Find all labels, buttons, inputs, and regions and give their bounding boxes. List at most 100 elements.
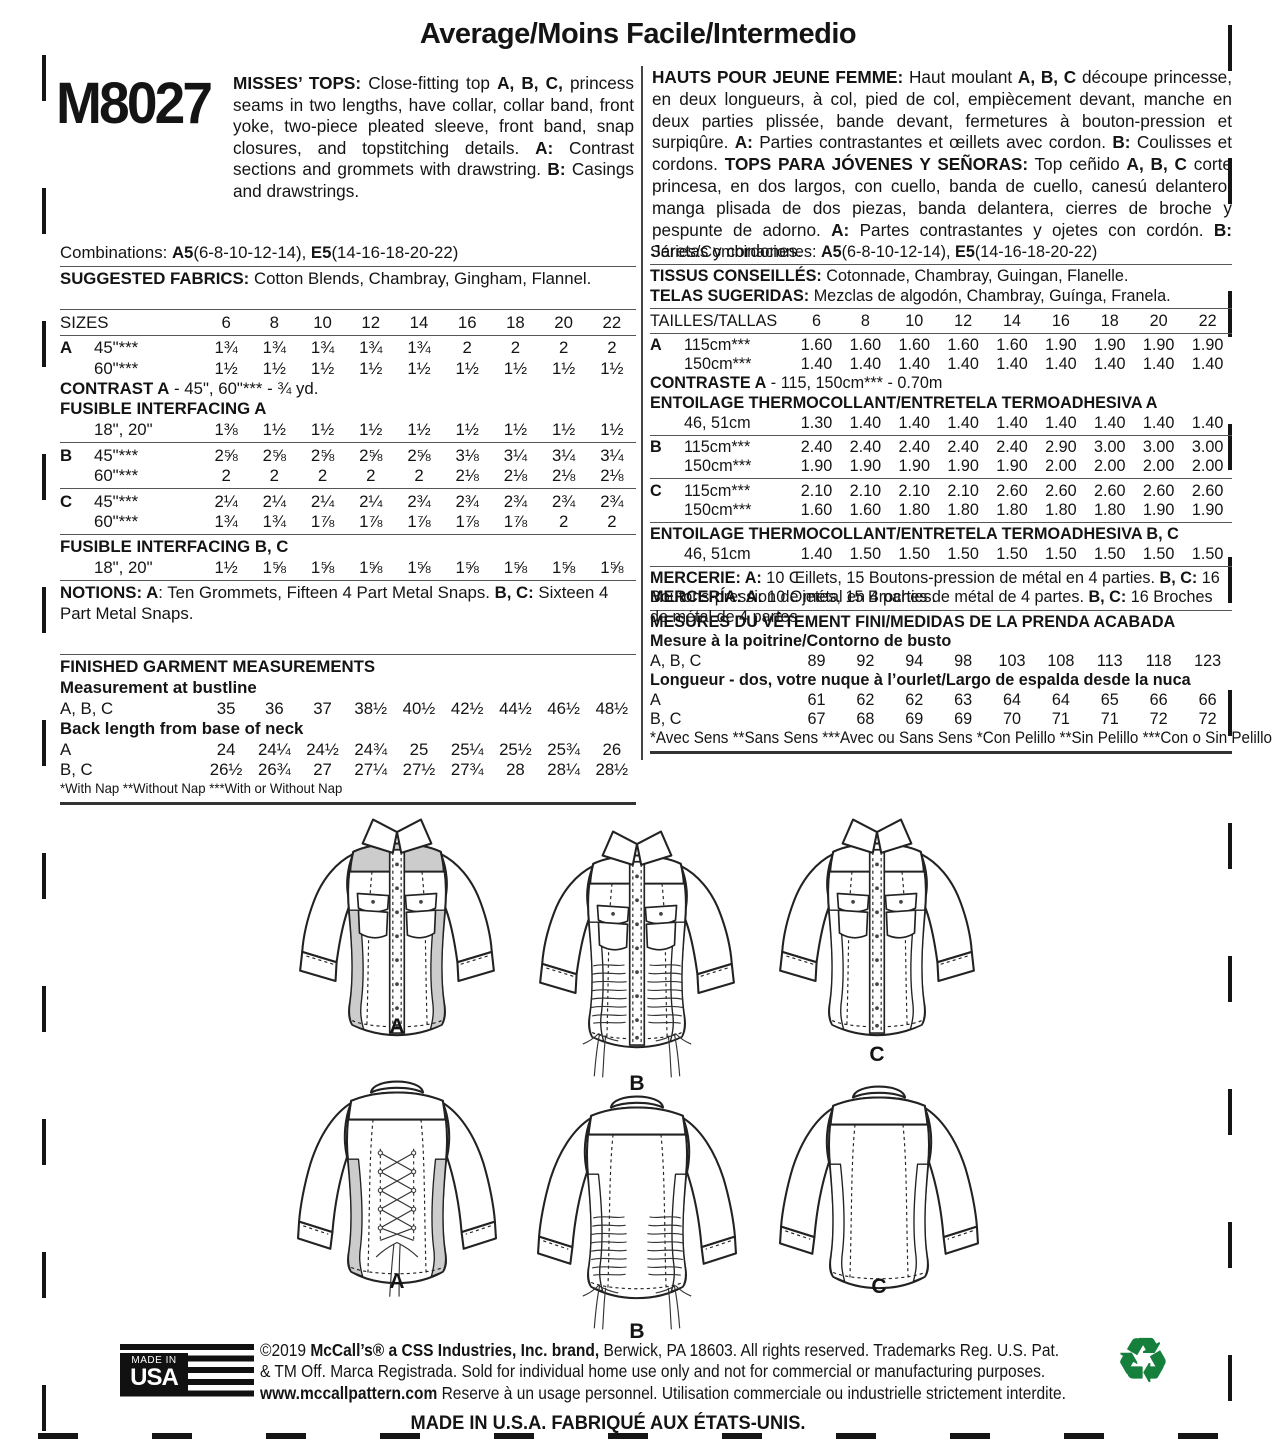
text-segment: découpe princesse, en deux longueurs, à …: [652, 67, 1233, 153]
table-cell: 115cm***: [684, 437, 751, 456]
table-cell: 20: [1149, 311, 1168, 330]
table-cell: 61: [807, 690, 826, 709]
table-cell: 46, 51cm: [684, 413, 751, 432]
text-segment: Reserve à un usage personnel. Utilisatio…: [437, 1382, 1066, 1403]
table-text-row: Back length from base of neck: [60, 719, 636, 740]
table-cell: 2⅛: [503, 466, 528, 485]
registration-tick: [42, 321, 46, 367]
text-segment: FUSIBLE INTERFACING A: [60, 399, 267, 418]
table-cell: 1.50: [1094, 544, 1126, 563]
view-label: A: [389, 1270, 405, 1293]
copyright-line-3: www.mccallpattern.com Reserve à un usage…: [260, 1383, 1125, 1404]
table-text-row: TELAS SUGERIDAS: Mezclas de algodón, Cha…: [650, 287, 1232, 306]
shirt-back-c-illustration: [754, 1060, 1004, 1310]
view-label: C: [869, 1043, 885, 1067]
table-cell: 1½: [551, 420, 576, 439]
description-international: HAUTS POUR JEUNE FEMME: Haut moulant A, …: [652, 67, 1232, 263]
shirt-front-b-illustration: [512, 818, 762, 1078]
table-cell: 1½: [310, 420, 335, 439]
text-segment: Combinations:: [60, 243, 172, 262]
table-cell: 2: [221, 466, 231, 485]
table-cell: SIZES: [60, 312, 109, 332]
table-cell: 1½: [262, 420, 286, 439]
table-row: B, C 67 68 69 69 70 71 71 72 72: [650, 710, 1232, 729]
text-segment: A, B, C: [1126, 154, 1187, 175]
table-cell: 1.90: [898, 457, 930, 476]
table-cell: 69: [905, 709, 924, 728]
table-row: C 115cm*** 2.10 2.10 2.10 2.10 2.60 2.60 2.60 2.6…: [650, 481, 1232, 500]
table-text-row: MERCERIE: A: 10 Œillets, 15 Boutons-pres…: [650, 568, 1232, 606]
usa-logo-bottom-text: USA: [130, 1364, 179, 1391]
table-row: A 61 62 62 63 64 64 65 66 66: [650, 690, 1232, 709]
table-rule: [60, 580, 636, 581]
table-cell: 1.90: [947, 457, 979, 476]
table-cell: 3¼: [600, 445, 624, 465]
table-cell: 1.40: [898, 413, 930, 432]
registration-tick: [42, 986, 46, 1032]
table-cell: 1½: [600, 420, 624, 439]
table-text-row: MERCERÍA: A: 10 Ojetes, 15 Broches de mé…: [650, 588, 1232, 625]
text-segment: E5: [310, 243, 332, 262]
table-cell: 18: [506, 312, 525, 332]
table-cell: 1⅝: [455, 558, 479, 577]
table-cell: 45"***: [94, 445, 139, 465]
table-cell: 48½: [595, 698, 629, 718]
garment-view-c-front: C: [752, 806, 1002, 1067]
table-row: A, B, C 35 36 37 38½ 40½ 42½ 44½ 46½ 48½: [60, 698, 636, 719]
text-segment: B, C:: [494, 583, 534, 602]
table-cell: 65: [1100, 690, 1119, 709]
table-cell: 2.90: [1045, 437, 1077, 456]
table-cell: 2¾: [455, 491, 479, 511]
text-segment: Séries/Combinaciones:: [650, 243, 821, 261]
description-spanish: TOPS PARA JÓVENES Y SEÑORAS: Top ceñido …: [652, 154, 1232, 261]
text-segment: www.mccallpattern.com: [260, 1382, 438, 1403]
table-cell: 2⅛: [600, 466, 624, 485]
table-cell: 1¾: [214, 512, 238, 531]
table-cell: 60"***: [94, 466, 139, 485]
text-segment: Haut moulant: [903, 67, 1018, 87]
text-segment: CONTRASTE A: [650, 374, 767, 393]
registration-tick: [1228, 690, 1232, 736]
table-cell: 68: [856, 709, 875, 728]
text-segment: MERCERIE: A:: [650, 568, 762, 587]
table-cell: 37: [313, 698, 332, 718]
table-cell: 1¾: [359, 338, 383, 357]
table-cell: 45"***: [94, 491, 139, 511]
table-cell: 64: [1051, 690, 1070, 709]
table-cell: 1½: [503, 420, 528, 439]
table-row: C 45"*** 2¼ 2¼ 2¼ 2¼ 2¾ 2¾ 2¾ 2¾ 2¾: [60, 491, 636, 512]
registration-tick: [1228, 291, 1232, 337]
table-rule: [650, 308, 1232, 310]
table-cell: 2⅝: [214, 445, 238, 465]
table-row: A, B, C 89 92 94 98 103 108 113 118 123: [650, 651, 1232, 670]
text-segment: & TM Off. Marca Registrada. Sold for ind…: [260, 1361, 1046, 1382]
table-cell: 2¼: [262, 491, 286, 511]
table-cell: 1⅞: [455, 512, 479, 531]
table-cell: 2.40: [996, 437, 1028, 456]
text-segment: A:: [535, 137, 554, 158]
registration-tick: [42, 1119, 46, 1165]
table-cell: 1½: [407, 420, 431, 439]
text-segment: *With Nap **Without Nap ***With or Witho…: [60, 780, 343, 796]
table-cell: 1.50: [1142, 544, 1175, 563]
table-cell: 40½: [402, 698, 436, 718]
table-cell: 24: [216, 739, 236, 759]
table-cell: 8: [269, 312, 279, 332]
table-cell: 2¼: [310, 491, 335, 511]
view-label: C: [871, 1275, 887, 1298]
table-cell: 66: [1149, 690, 1168, 709]
table-cell: 1.40: [1094, 355, 1126, 374]
table-cell: 1.60: [849, 335, 882, 354]
table-row: 46, 51cm 1.30 1.40 1.40 1.40 1.40 1.40 1.40 1.40…: [650, 413, 1232, 432]
table-cell: 35: [216, 698, 236, 718]
table-cell: 24¼: [257, 739, 291, 759]
text-segment: ENTOILAGE THERMOCOLLANT/ENTRETELA TERMOA…: [650, 525, 1179, 544]
table-cell: 2: [607, 338, 617, 357]
table-cell: 20: [554, 312, 573, 332]
table-cell: 1½: [262, 358, 286, 378]
table-cell: 1.40: [1045, 413, 1077, 432]
table-cell: 2⅛: [455, 466, 479, 485]
table-cell: 1.50: [1045, 544, 1077, 563]
table-cell: 1.40: [849, 413, 882, 432]
text-segment: A:: [831, 219, 850, 240]
